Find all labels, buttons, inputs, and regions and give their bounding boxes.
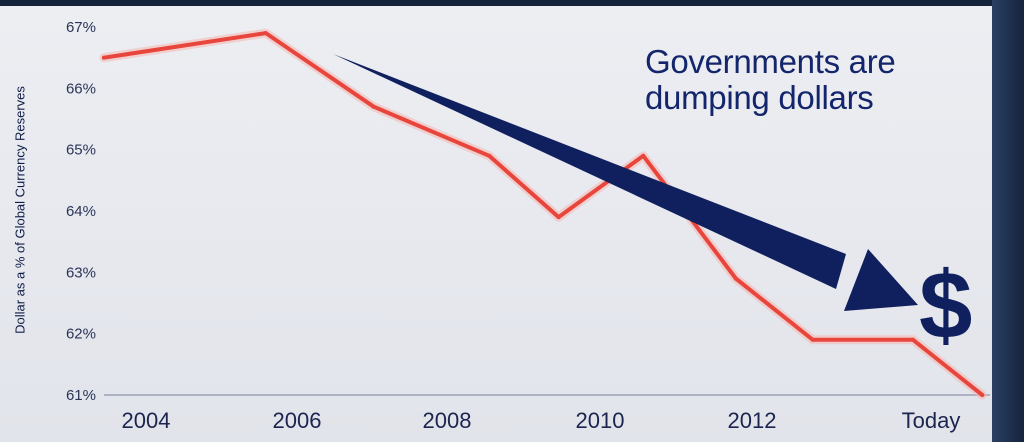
headline-line-2: dumping dollars <box>645 79 874 116</box>
y-tick-label: 62% <box>66 326 96 343</box>
series-line <box>102 31 985 397</box>
frame-top <box>0 0 1024 6</box>
data-point <box>556 215 561 220</box>
y-tick-label: 61% <box>66 387 96 404</box>
data-point <box>371 104 376 109</box>
data-point <box>733 276 738 281</box>
data-point <box>263 31 268 36</box>
x-tick-label: 2004 <box>122 408 171 433</box>
frame-right-edge <box>992 0 1024 442</box>
x-tick-label: Today <box>902 408 961 433</box>
trend-arrow-head <box>844 249 918 311</box>
data-point <box>102 55 106 60</box>
y-tick-label: 65% <box>66 142 96 159</box>
y-tick-label: 67% <box>66 19 96 36</box>
chart-panel <box>0 6 992 442</box>
headline-line-1: Governments are <box>645 43 896 80</box>
y-axis-title: Dollar as a % of Global Currency Reserve… <box>12 86 28 334</box>
x-tick-label: 2006 <box>273 408 322 433</box>
y-tick-label: 66% <box>66 80 96 97</box>
trend-arrow-shaft <box>333 54 846 289</box>
dollar-sign-icon: $ <box>919 252 973 359</box>
data-point <box>910 337 915 342</box>
data-point <box>641 153 646 158</box>
x-tick-label: 2010 <box>576 408 625 433</box>
y-tick-label: 64% <box>66 203 96 220</box>
x-tick-label: 2012 <box>728 408 777 433</box>
data-point <box>487 153 492 158</box>
line-chart: 67% 66% 65% 64% 63% 62% 61% 2004 2006 2008 2010 201… <box>65 19 990 433</box>
x-tick-label: 2008 <box>423 408 472 433</box>
data-point <box>810 337 815 342</box>
data-point <box>980 393 985 397</box>
chart-headline: Governments are dumping dollars <box>645 44 945 116</box>
y-tick-label: 63% <box>66 264 96 281</box>
